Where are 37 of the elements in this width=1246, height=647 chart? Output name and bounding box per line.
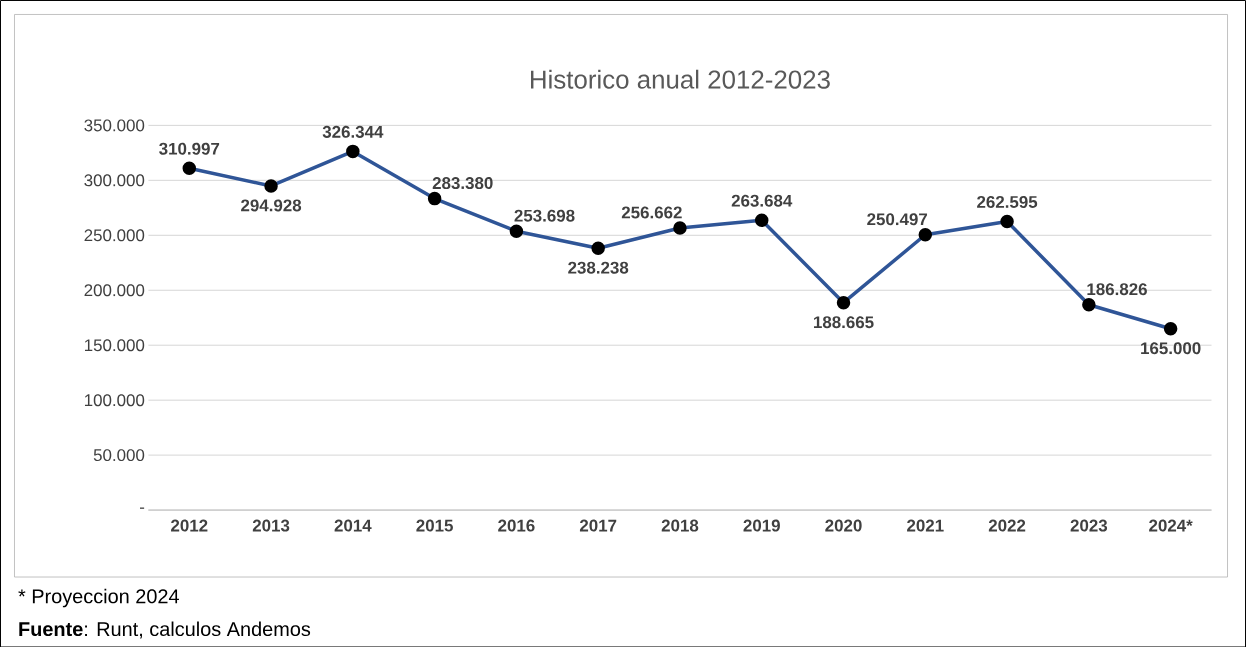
x-tick-label: 2024* bbox=[1149, 519, 1193, 532]
y-tick-label: 250.000 bbox=[84, 229, 145, 242]
data-label: 250.497 bbox=[867, 213, 928, 226]
x-tick-label: 2023 bbox=[1070, 519, 1108, 532]
x-tick-label: 2021 bbox=[907, 519, 944, 532]
data-label: 256.662 bbox=[621, 206, 682, 219]
y-tick-label: 200.000 bbox=[84, 284, 145, 297]
x-tick-label: 2019 bbox=[743, 519, 780, 532]
chart-title: Historico anual 2012-2023 bbox=[531, 69, 830, 89]
data-label: 188.665 bbox=[813, 315, 874, 328]
x-tick-label: 2016 bbox=[498, 519, 535, 532]
x-tick-label: 2014 bbox=[334, 519, 372, 532]
text: Fuente: Runt, calculos Andemos bbox=[19, 621, 311, 639]
data-label: 283.380 bbox=[432, 176, 493, 189]
data-label: 310.997 bbox=[159, 142, 220, 155]
y-tick-label: 150.000 bbox=[84, 338, 145, 351]
x-tick-label: 2022 bbox=[988, 519, 1026, 532]
y-tick-label: - bbox=[139, 507, 145, 509]
x-tick-label: 2020 bbox=[825, 519, 862, 532]
y-tick-label: 300.000 bbox=[84, 174, 145, 187]
x-tick-label: 2017 bbox=[579, 519, 617, 532]
x-tick-label: 2015 bbox=[416, 519, 453, 532]
x-tick-label: 2013 bbox=[252, 519, 290, 532]
y-tick-label: 100.000 bbox=[84, 393, 145, 406]
x-tick-label: 2018 bbox=[661, 519, 699, 532]
x-tick-label: 2012 bbox=[171, 519, 208, 532]
data-label: 326.344 bbox=[322, 125, 384, 138]
data-label: 294.928 bbox=[241, 199, 302, 212]
data-label: 253.698 bbox=[514, 209, 575, 222]
data-label: 165.000 bbox=[1141, 342, 1201, 354]
data-label: 263.684 bbox=[731, 194, 793, 207]
data-label: 262.595 bbox=[977, 195, 1038, 208]
data-label: 238.238 bbox=[568, 261, 629, 274]
text: * Proyeccion 2024 bbox=[18, 588, 179, 608]
data-label: 186.826 bbox=[1087, 283, 1147, 295]
y-tick-label: 350.000 bbox=[84, 119, 145, 132]
y-tick-label: 50.000 bbox=[93, 448, 145, 461]
